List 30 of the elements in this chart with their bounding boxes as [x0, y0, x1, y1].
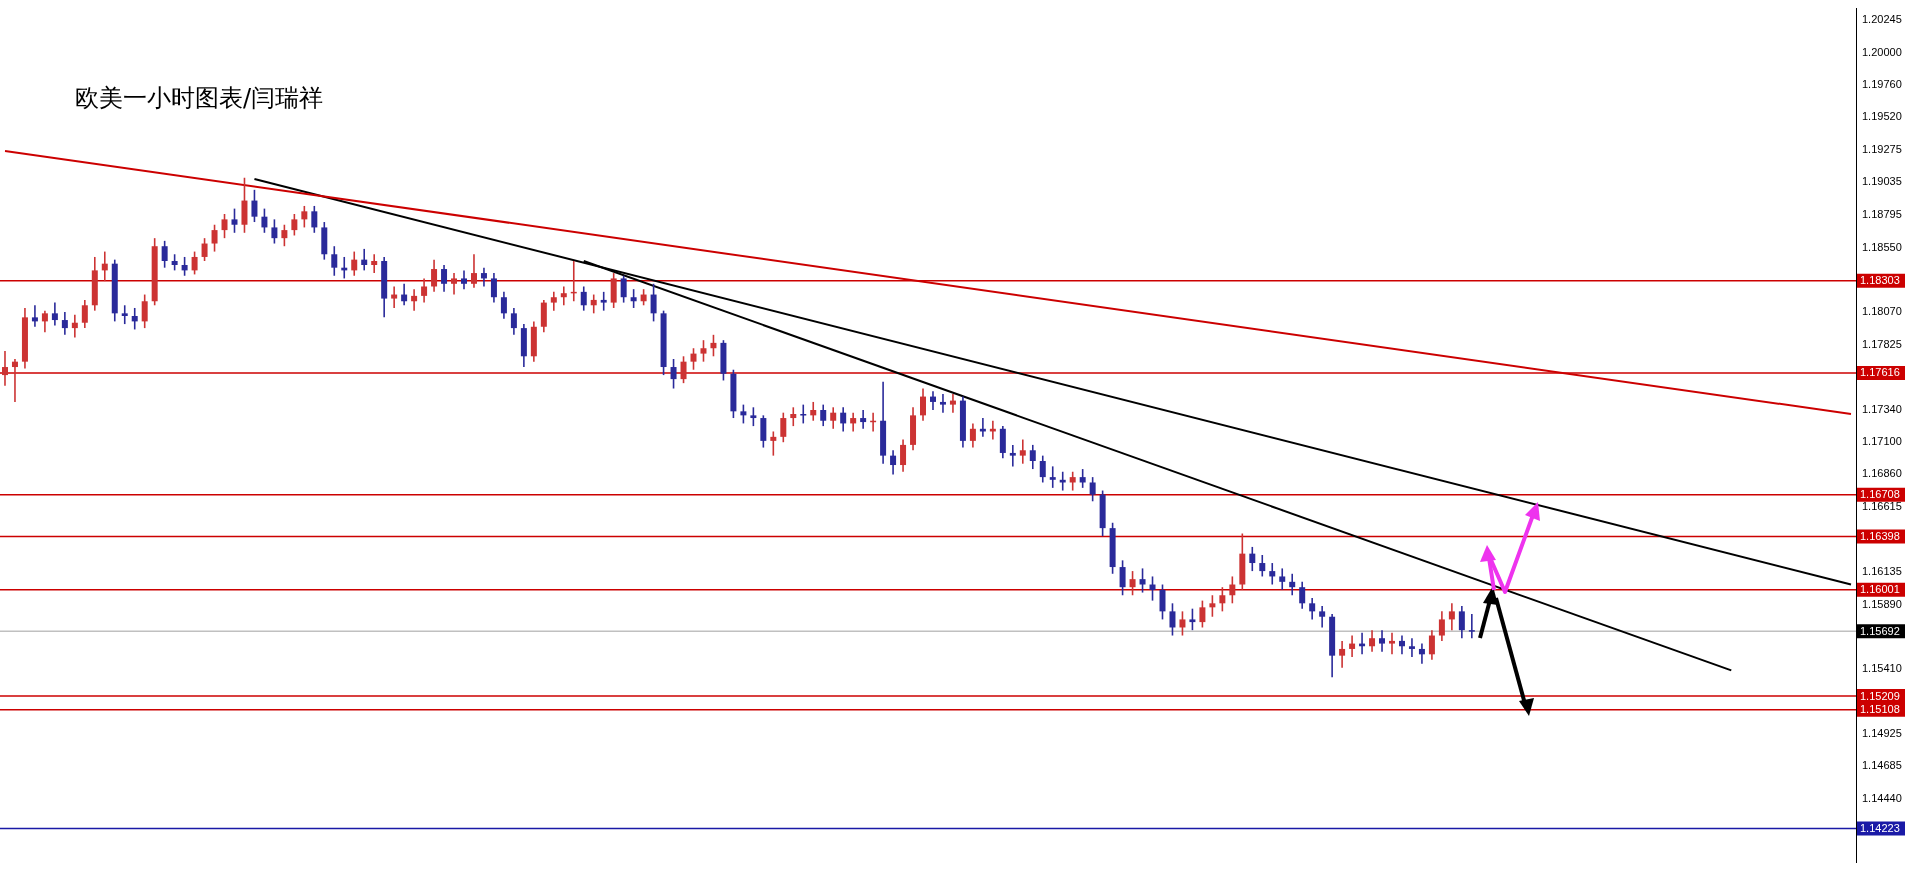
y-tick-label: 1.16615 — [1862, 500, 1902, 513]
ref-line-label: 1.15108 — [1860, 703, 1900, 716]
y-tick-label: 1.19520 — [1862, 110, 1902, 123]
ref-line-label: 1.16708 — [1860, 488, 1900, 501]
y-tick-label: 1.19760 — [1862, 78, 1902, 91]
y-tick-label: 1.17825 — [1862, 337, 1902, 350]
y-tick-label: 1.18795 — [1862, 207, 1902, 220]
y-tick-label: 1.17340 — [1862, 403, 1902, 416]
text: 欧美一小时图表/闫瑞祥 — [75, 83, 324, 114]
y-tick-label: 1.18550 — [1862, 240, 1902, 253]
y-tick-label: 1.14925 — [1862, 727, 1902, 740]
y-tick-label: 1.17100 — [1862, 435, 1902, 448]
ref-line-label: 1.18303 — [1860, 274, 1900, 287]
y-tick-label: 1.20245 — [1862, 13, 1902, 26]
ref-line-label: 1.16398 — [1860, 529, 1900, 542]
y-tick-label: 1.15890 — [1862, 597, 1902, 610]
y-tick-label: 1.16860 — [1862, 467, 1902, 480]
y-tick-label: 1.19275 — [1862, 143, 1902, 156]
y-tick-label: 1.16135 — [1862, 564, 1902, 577]
y-tick-label: 1.19035 — [1862, 175, 1902, 188]
y-tick-label: 1.15410 — [1862, 662, 1902, 675]
y-tick-label: 1.14685 — [1862, 759, 1902, 772]
ref-line-label: 1.15209 — [1860, 689, 1900, 702]
ref-line-label: 1.16001 — [1860, 583, 1900, 596]
ref-line-label: 1.17616 — [1860, 366, 1900, 379]
y-tick-label: 1.20000 — [1862, 45, 1902, 58]
ref-line-label: 1.15692 — [1860, 624, 1900, 637]
y-tick-label: 1.18070 — [1862, 305, 1902, 318]
y-tick-label: 1.14440 — [1862, 792, 1902, 805]
ref-line-label: 1.14223 — [1860, 821, 1900, 834]
